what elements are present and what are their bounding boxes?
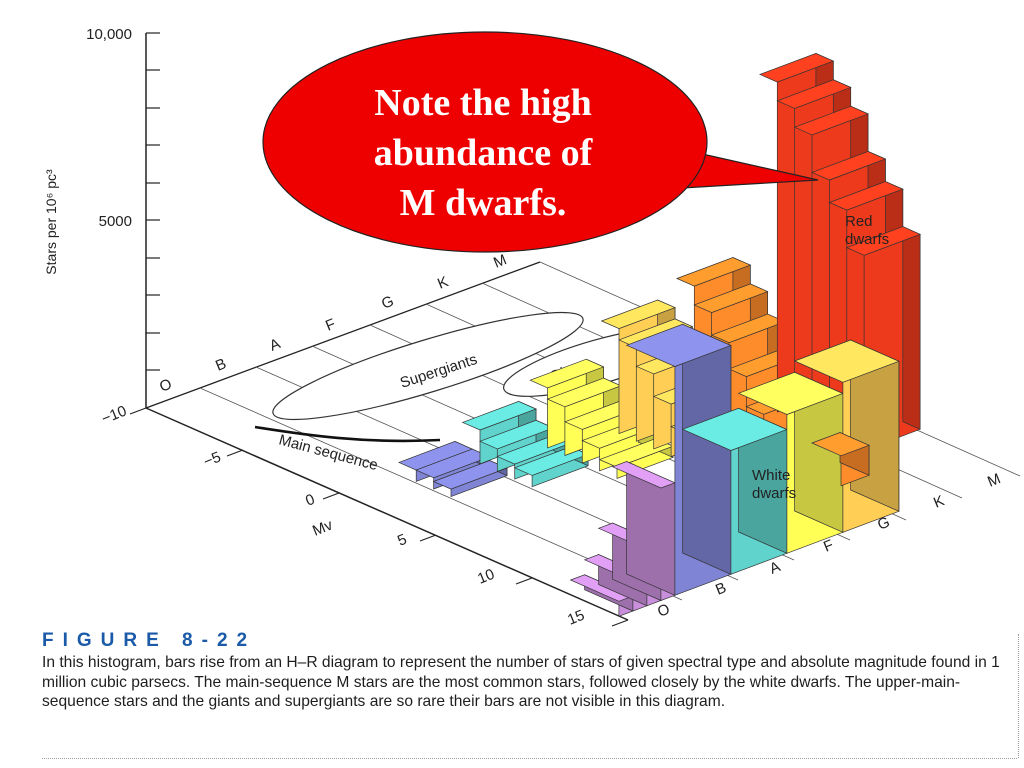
red-dwarfs-label-line1: Red: [845, 213, 873, 230]
back-label-G: G: [379, 293, 396, 313]
mv-tick-label-minus10: −10: [99, 402, 129, 427]
bar-ms-K-1-top: [693, 283, 769, 313]
back-label-F: F: [323, 316, 338, 335]
bar-ms-K-0-top: [675, 257, 752, 287]
back-label-A: A: [267, 335, 283, 355]
bar-wd-G-0-top: [793, 339, 900, 383]
bar-ms-A-0-top: [461, 401, 537, 431]
bars-layer: [397, 52, 922, 617]
mv-tick-label-5: 5: [395, 531, 409, 550]
bar-wd-B-0-top: [625, 323, 732, 367]
caption-divider: [42, 758, 1017, 759]
bar-ms-M-4-top: [828, 181, 904, 211]
callout-ellipse: [262, 31, 708, 253]
back-label-M: M: [491, 251, 509, 271]
bar-ms-M-5-top: [845, 226, 922, 256]
supergiants-region: [272, 311, 584, 421]
callout-line-3: M dwarfs.: [400, 182, 567, 224]
mv-tick-label-minus5: −5: [201, 449, 223, 471]
bar-ms-M-1-top: [776, 79, 852, 109]
white-dwarfs-label-line2: dwarfs: [752, 485, 796, 502]
callout-line-1: Note the high: [374, 82, 591, 124]
front-label-M: M: [985, 470, 1003, 490]
bar-ms-G-0-top: [600, 299, 676, 329]
bar-ms-M-3-top: [811, 151, 887, 181]
mv-tick-label-10: 10: [475, 566, 497, 588]
caption-side-divider: [1018, 634, 1019, 758]
back-label-B: B: [213, 355, 229, 375]
back-label-O: O: [157, 376, 174, 396]
y-axis: 10,000 5000 Stars per 10⁶ pc³: [43, 26, 160, 408]
y-axis-label: Stars per 10⁶ pc³: [43, 169, 59, 275]
bar-wd-B-0-side: [682, 323, 732, 575]
white-dwarfs-label-line1: White: [752, 467, 790, 484]
y-tick-label-10000: 10,000: [86, 26, 132, 43]
figure-caption: In this histogram, bars rise from an H–R…: [42, 654, 1000, 710]
red-dwarfs-label-line2: dwarfs: [845, 231, 889, 248]
figure-title: FIGURE 8-22: [42, 630, 257, 651]
mv-axis-label: Mv: [310, 516, 335, 539]
callout-line-2: abundance of: [374, 132, 594, 174]
bar-ms-M-5-side: [902, 226, 921, 430]
bar-ms-F-0-top: [529, 358, 605, 389]
bar-wd-K-0-top: [811, 432, 870, 457]
mv-axis: −10 −5 0 5 10 15 Mv: [99, 402, 629, 629]
bar-ms-M-2-top: [793, 105, 869, 136]
bar-ms-M-0-top: [758, 53, 835, 83]
callout-bubble: Note the high abundance of M dwarfs.: [262, 31, 819, 253]
mv-tick-label-0: 0: [303, 491, 317, 510]
mv-tick-label-15: 15: [565, 607, 587, 629]
main-sequence-curve: [254, 425, 441, 443]
back-label-K: K: [435, 273, 451, 293]
y-tick-label-5000: 5000: [99, 213, 132, 230]
